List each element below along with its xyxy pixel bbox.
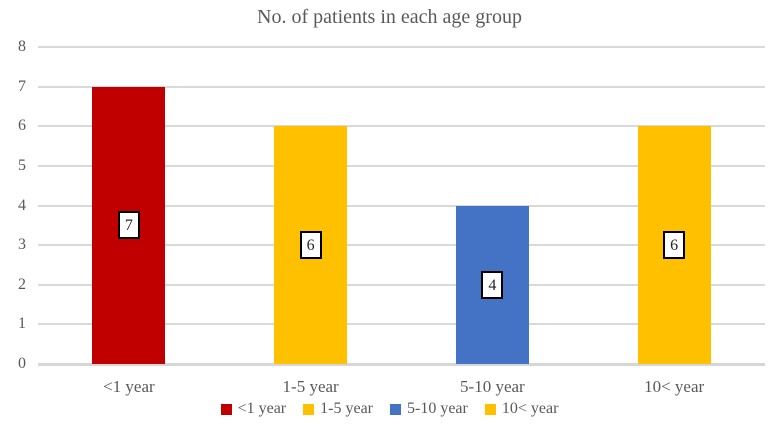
legend-swatch-icon xyxy=(390,403,401,415)
gridline xyxy=(38,46,765,48)
gridline xyxy=(38,204,765,207)
y-axis-tick-label: 5 xyxy=(18,156,26,174)
legend-swatch-icon xyxy=(220,403,232,415)
legend-swatch-icon xyxy=(484,403,496,415)
legend-label: 10< year xyxy=(501,400,559,417)
gridline xyxy=(38,85,765,88)
x-axis-tick-label: 10< year xyxy=(644,377,705,396)
y-axis-tick-label: 2 xyxy=(18,275,26,293)
bar-data-label: 7 xyxy=(117,211,140,240)
chart-title: No. of patients in each age group xyxy=(257,6,522,28)
bar-data-label: 4 xyxy=(481,270,504,299)
gridline xyxy=(38,323,765,326)
gridline xyxy=(38,125,765,128)
y-axis-tick-label: 6 xyxy=(18,117,26,135)
y-axis-tick-label: 8 xyxy=(18,38,26,55)
legend-label: 1-5 year xyxy=(320,400,373,417)
y-axis-tick-label: 1 xyxy=(18,315,26,333)
gridline xyxy=(38,244,765,247)
legend-label: <1 year xyxy=(237,400,287,417)
y-axis-tick-label: 7 xyxy=(18,77,26,95)
legend-item: 1-5 year xyxy=(303,401,373,417)
y-axis-tick-label: 3 xyxy=(18,236,26,254)
x-axis-tick-label: 1-5 year xyxy=(282,377,339,396)
y-axis-tick-label: 4 xyxy=(18,196,26,214)
bar-data-label: 6 xyxy=(663,231,686,260)
legend-swatch-icon xyxy=(303,403,315,415)
legend-item: 5-10 year xyxy=(390,401,468,417)
bar-data-label: 6 xyxy=(299,231,322,260)
legend: <1 year 1-5 year 5-10 year 10< year xyxy=(0,401,779,417)
gridline xyxy=(38,164,765,167)
legend-item: <1 year xyxy=(220,400,287,417)
y-axis-tick-label: 0 xyxy=(18,355,26,372)
x-axis-tick-label: 5-10 year xyxy=(460,377,525,396)
legend-item: 10< year xyxy=(484,400,559,417)
x-axis-tick-label: <1 year xyxy=(103,377,155,396)
gridline xyxy=(38,283,765,286)
x-axis-line xyxy=(38,363,765,366)
legend-label: 5-10 year xyxy=(407,400,468,417)
